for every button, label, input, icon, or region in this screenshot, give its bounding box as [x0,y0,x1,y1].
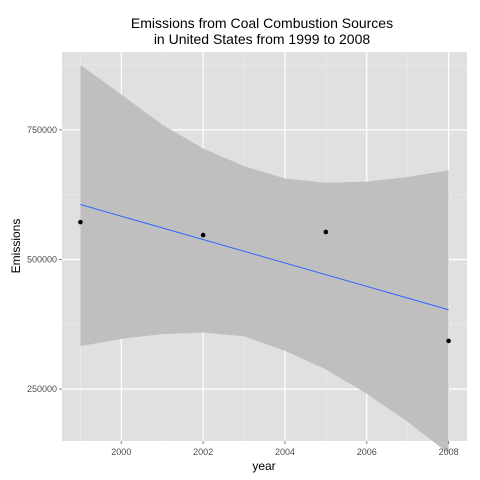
data-point [200,232,206,238]
data-point [323,229,329,235]
x-axis-title: year [252,459,275,473]
data-point [78,219,83,225]
y-tick-label: 750000 [27,125,57,135]
y-tick-label: 500000 [27,254,57,264]
x-tick-label: 2008 [439,447,459,457]
y-tick-label: 250000 [27,384,57,394]
x-tick-label: 2004 [275,447,295,457]
data-point [446,338,451,344]
trend-line [80,204,449,311]
chart-title-line-2: in United States from 1999 to 2008 [154,31,371,47]
x-tick-label: 2006 [357,447,377,457]
confidence-band [80,64,449,454]
x-tick-label: 2000 [111,447,131,457]
y-axis-title: Emissions [9,219,23,274]
data-points [78,219,451,344]
x-axis-ticks: 2000 2002 2004 2006 2008 [111,441,459,457]
chart-title-line-1: Emissions from Coal Combustion Sources [131,15,393,31]
x-tick-label: 2002 [193,447,213,457]
y-axis-ticks: 250000 500000 750000 [27,125,62,394]
